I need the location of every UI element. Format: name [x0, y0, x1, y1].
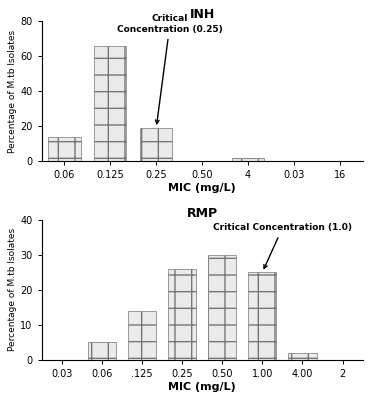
Bar	[140, 128, 172, 161]
Bar	[288, 353, 316, 360]
Bar	[94, 46, 127, 161]
Bar	[208, 255, 236, 360]
Title: RMP: RMP	[187, 207, 218, 220]
Bar	[88, 342, 116, 360]
Text: Critical Concentration (1.0): Critical Concentration (1.0)	[213, 224, 352, 268]
Bar	[248, 272, 276, 360]
Bar	[232, 158, 264, 161]
Bar	[168, 269, 196, 360]
X-axis label: MIC (mg/L): MIC (mg/L)	[168, 183, 236, 193]
Y-axis label: Percentage of M.tb Isolates: Percentage of M.tb Isolates	[8, 30, 17, 153]
X-axis label: MIC (mg/L): MIC (mg/L)	[168, 382, 236, 392]
Bar	[128, 311, 156, 360]
Y-axis label: Percentage of M.tb Isolates: Percentage of M.tb Isolates	[8, 228, 17, 352]
Text: Critical
Concentration (0.25): Critical Concentration (0.25)	[117, 14, 223, 124]
Title: INH: INH	[190, 8, 215, 21]
Bar	[48, 137, 81, 161]
